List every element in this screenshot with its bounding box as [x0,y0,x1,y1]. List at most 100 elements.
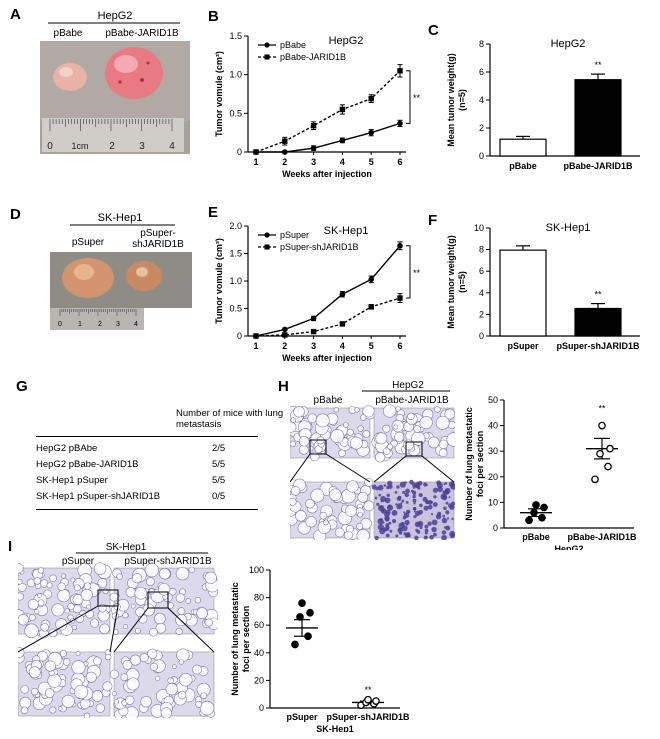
h-bottom-right-cell [427,500,433,505]
i-bottom-right-cell [149,662,159,671]
table-row-value: 5/5 [212,459,226,470]
h-bottom-right-cell [404,493,408,496]
i-bottom-left-cell [18,647,25,658]
i-top-left-cell [57,589,71,603]
i-top-right-cell [204,618,213,627]
table-row-label: HepG2 pBabe-JARID1B [36,459,139,470]
h-bottom-right-cell [389,529,393,533]
h-bottom-right-cell [419,526,423,530]
i-top-right-cell [185,598,192,604]
h-bottom-right-cell [431,519,438,526]
h-top-right-cell [407,412,415,421]
B-xlabel: Weeks after injection [282,169,372,179]
h-bottom-right-cell [382,521,385,524]
ruler-d [50,308,144,330]
i-bottom-right-cell [200,692,208,700]
E-point [368,276,374,283]
panel-h-label-2: pBabe-JARID1B [375,395,449,406]
table-row-value: 2/5 [212,443,226,454]
B-point [253,149,259,155]
i-bottom-left-cell [102,681,113,692]
B-point [339,106,346,113]
h-bottom-right-cell [450,483,455,490]
C-category-label: pBabe-JARID1B [563,161,633,171]
I-ytick-label: 100 [249,565,264,575]
I-point [364,695,372,704]
E-point [282,326,288,333]
h-zoom-line [421,455,455,483]
h-bottom-right-cell [437,486,443,493]
h-bottom-left-cell [334,527,345,538]
chart-c: 0 2 4 6 8 HepG2 Mean tumor weight(g)(n=5) pBabe… [446,38,640,171]
table-row-label: SK-Hep1 pSuper-shJARID1B [36,491,161,502]
i-top-right-cell [148,588,155,595]
ruler-3: 3 [139,141,145,152]
panel-letter-c: C [428,22,439,39]
i-zoom-box-1 [97,589,119,607]
h-bottom-right-cell [414,521,421,528]
H-point [532,501,540,509]
h-bottom-left-cell [305,498,315,509]
F-ytick-label: 2 [479,309,484,319]
h-bottom-left-cell [319,511,328,520]
h-bottom-right-cell [425,484,428,487]
i-top-left-cell [33,577,41,585]
B-ytick-label: 1.5 [229,31,242,41]
ruler-0: 0 [47,141,53,152]
E-point [339,321,346,327]
F-bar-1 [574,307,622,337]
h-bottom-left-cell [363,500,375,512]
I-category-label: pSuper [286,712,318,722]
h-bottom-left-cell [357,511,363,518]
F-ytick-label: 0 [479,331,484,341]
E-xtick-label: 3 [311,341,316,351]
h-bottom-right-cell [446,517,450,520]
E-series-line-1 [255,297,401,337]
H-point [538,513,546,522]
E-xtick-label: 5 [369,341,374,351]
C-ytick-label: 0 [479,151,484,161]
E-point [310,328,317,335]
H-point [596,449,604,458]
h-bottom-right-cell [385,523,390,528]
h-bottom-right-cell [396,496,402,502]
H-sig-label: ** [598,404,606,414]
i-top-right-cell [134,627,141,634]
h-bottom-right-cell [403,511,406,514]
i-bottom-right-cell [111,691,117,696]
table-row: HepG2 pBabe-JARID1B 5/5 [36,459,258,473]
panel-letter-b: B [208,8,219,25]
h-bottom-right-cell [399,481,406,488]
h-top-left-cell [290,440,296,448]
h-bottom-right-cell [374,496,378,500]
h-zoom-box-2 [405,441,423,457]
h-top-left-cell [290,417,297,423]
h-top-left-cell [357,425,364,432]
panel-letter-f: F [428,212,438,229]
i-bottom-left-cell [44,660,56,672]
i-bottom-right-cell [195,700,203,708]
E-ytick-label: 0 [237,331,242,341]
h-top-left-cell [307,445,314,452]
h-bottom-right-cell [387,480,393,486]
H-point [591,475,599,484]
h-bottom-right-cell [409,479,414,485]
h-bottom-right-cell [441,495,448,501]
E-sig-bracket [406,245,411,299]
F-category-label: pSuper [507,341,539,351]
h-bottom-right-cell [378,493,382,497]
B-ytick-label: 0.5 [229,108,242,118]
h-bottom-right-cell [418,492,423,498]
h-top-left-cell [346,428,354,436]
table-row: HepG2 pBAbe 2/5 [36,443,258,457]
i-bottom-right-cell [155,675,161,681]
h-top-left-cell [333,407,339,413]
i-top-right-cell [144,563,159,578]
I-ytick-label: 0 [259,703,264,713]
h-bottom-left-cell [356,522,364,530]
h-bottom-right-cell [414,510,421,517]
h-bottom-right-cell [388,521,392,525]
panel-d-label-3: shJARID1B [132,239,184,250]
B-legend-marker [264,42,270,48]
